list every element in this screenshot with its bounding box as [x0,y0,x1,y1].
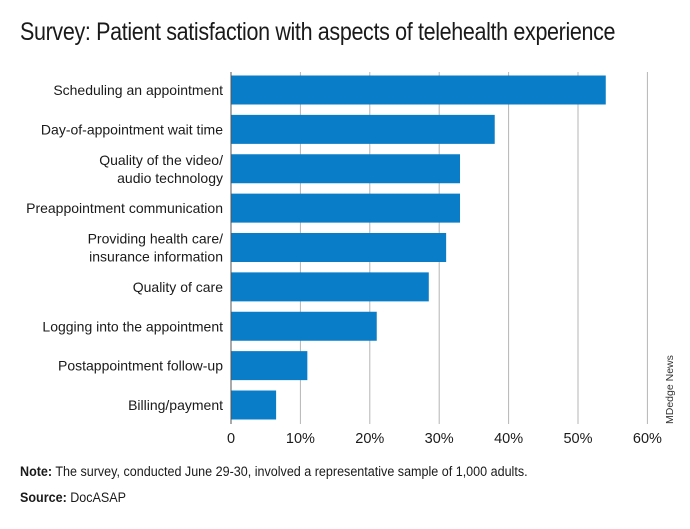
category-label: Logging into the appointment [42,318,223,334]
x-tick-labels: 0 10% 20% 30% 40% 50% 60% [227,431,662,447]
bar [231,75,606,105]
category-label: audio technology [117,170,223,186]
category-label: Quality of the video/ [99,152,223,168]
category-label: Providing health care/ [88,231,224,247]
x-tick-label: 50% [563,431,592,447]
bar [231,233,447,262]
source-text: Source: DocASAP [20,490,126,505]
x-tick-label: 60% [633,431,662,447]
credit-text: MDedge News [664,355,676,424]
x-tick-label: 40% [494,431,523,447]
category-label: Quality of care [133,279,223,295]
category-label: Postappointment follow-up [58,358,223,374]
category-label: Billing/payment [128,397,223,413]
x-tick-label: 0 [227,431,235,447]
bar [231,193,461,223]
category-label: Day-of-appointment wait time [41,121,223,137]
category-label: Scheduling an appointment [53,82,223,98]
bars [231,75,606,420]
bar [231,154,461,184]
category-label: Preappointment communication [26,200,223,216]
x-tick-label: 30% [425,431,454,447]
bar [231,114,495,144]
chart-title: Survey: Patient satisfaction with aspect… [20,18,616,46]
note-body: The survey, conducted June 29-30, involv… [52,464,528,479]
source-body: DocASAP [66,490,127,505]
x-tick-label: 10% [286,431,315,447]
x-tick-label: 20% [355,431,384,447]
bar [231,351,308,381]
category-labels: Scheduling an appointment Day-of-appointm… [26,82,223,413]
bar [231,272,429,302]
note-text: Note: The survey, conducted June 29-30, … [20,464,528,479]
bar [231,311,377,341]
source-label: Source: [20,490,67,505]
bar [231,390,277,420]
category-label: insurance information [89,249,223,265]
note-label: Note: [20,464,53,479]
